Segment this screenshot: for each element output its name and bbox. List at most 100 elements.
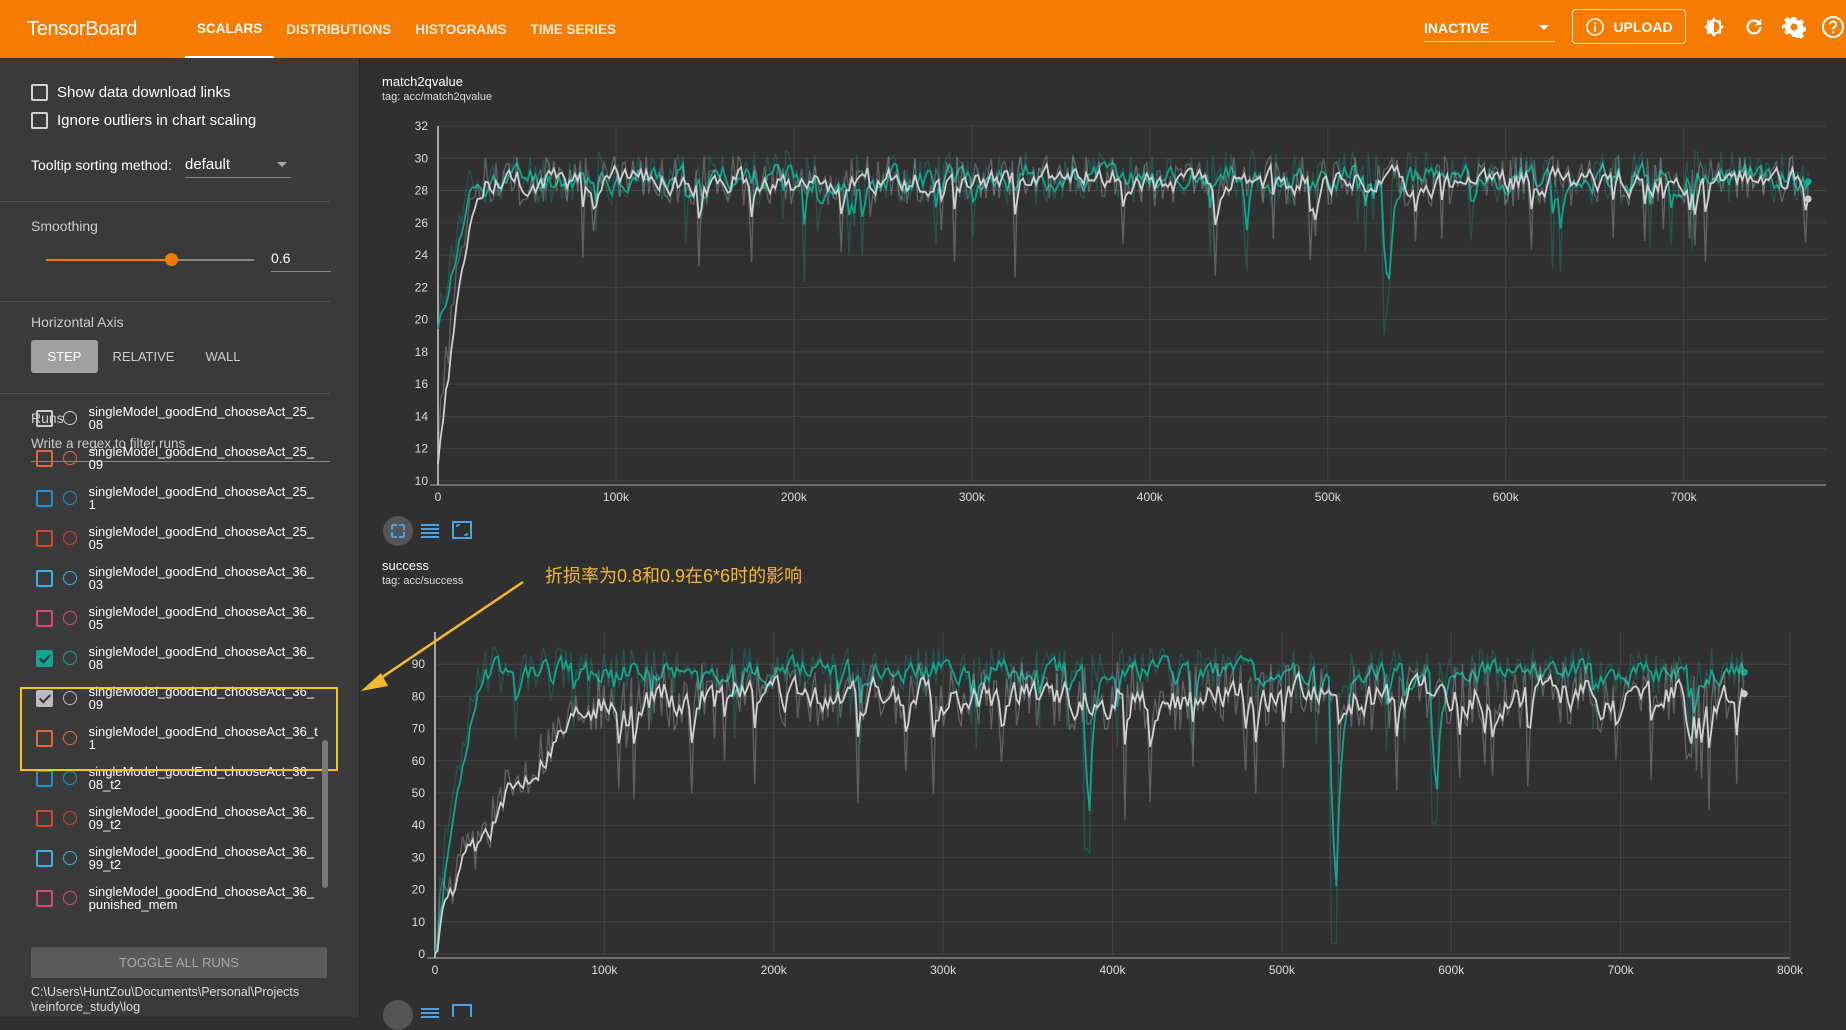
run-item[interactable]: singleModel_goodEnd_chooseAct_36_03	[20, 558, 320, 598]
runs-filter-input[interactable]: Write a regex to filter runs	[31, 436, 330, 462]
y-tick-label: 70	[412, 722, 426, 736]
run-color-picker[interactable]	[62, 731, 77, 745]
x-tick-label: 500k	[1315, 490, 1342, 504]
axis-step-button[interactable]: STEP	[31, 340, 98, 373]
run-item[interactable]: singleModel_goodEnd_chooseAct_36_05	[20, 598, 320, 638]
run-color-picker[interactable]	[62, 891, 77, 905]
run-checkbox[interactable]	[36, 689, 53, 707]
axis-relative-button[interactable]: RELATIVE	[112, 349, 175, 364]
expand-chart-icon[interactable]	[452, 1004, 472, 1022]
x-tick-label: 300k	[930, 963, 957, 977]
run-color-picker[interactable]	[62, 571, 77, 585]
run-checkbox[interactable]	[36, 649, 53, 667]
series-end-point	[1804, 178, 1812, 186]
run-checkbox[interactable]	[36, 769, 53, 787]
chart-tag: tag: acc/match2qvalue	[382, 91, 493, 103]
upload-button[interactable]: UPLOAD	[1572, 9, 1686, 44]
run-color-picker[interactable]	[62, 411, 77, 425]
y-tick-label: 10	[412, 915, 426, 929]
tooltip-sorting-select[interactable]: default	[185, 152, 291, 178]
run-color-picker[interactable]	[62, 491, 77, 505]
smoothing-slider-thumb[interactable]	[164, 253, 178, 266]
series-smoothed-line	[437, 161, 1810, 465]
run-checkbox[interactable]	[36, 809, 53, 827]
run-item[interactable]: singleModel_goodEnd_chooseAct_36_08	[20, 638, 320, 678]
annotation-arrow	[361, 580, 524, 691]
run-color-picker[interactable]	[62, 611, 77, 625]
y-tick-label: 14	[415, 409, 429, 423]
run-item[interactable]: singleModel_goodEnd_chooseAct_36_09_t2	[20, 798, 320, 838]
run-color-picker[interactable]	[62, 811, 77, 825]
run-name: singleModel_goodEnd_chooseAct_36_08	[88, 644, 315, 672]
x-tick-label: 400k	[1137, 490, 1164, 504]
runs-title: Runs	[31, 410, 64, 426]
x-tick-label: 100k	[591, 963, 618, 977]
run-checkbox[interactable]	[36, 889, 53, 907]
log-path-line: \reinforce_study\log	[31, 1000, 141, 1014]
run-color-picker[interactable]	[62, 451, 77, 465]
runs-scrollbar[interactable]	[322, 740, 328, 888]
ignore-outliers-checkbox[interactable]	[31, 112, 48, 129]
smoothing-slider[interactable]	[46, 253, 254, 266]
run-checkbox[interactable]	[36, 609, 53, 627]
run-checkbox[interactable]	[36, 569, 53, 587]
y-tick-label: 90	[412, 657, 426, 671]
settings-icon[interactable]	[1781, 14, 1807, 40]
run-item[interactable]: singleModel_goodEnd_chooseAct_36_99_t2	[20, 838, 320, 878]
run-item[interactable]: singleModel_goodEnd_chooseAct_36_08_t2	[20, 758, 320, 798]
y-tick-label: 12	[415, 442, 429, 456]
app-title: TensorBoard	[27, 17, 138, 40]
fit-domain-button[interactable]	[383, 1000, 413, 1030]
y-tick-label: 20	[415, 313, 429, 327]
run-color-picker[interactable]	[62, 651, 77, 665]
run-checkbox[interactable]	[36, 729, 53, 747]
plugin-status-select[interactable]: INACTIVE	[1424, 14, 1555, 42]
expand-chart-icon[interactable]	[452, 521, 472, 544]
run-color-picker[interactable]	[62, 771, 77, 785]
run-name: singleModel_goodEnd_chooseAct_36_99_t2	[88, 844, 315, 872]
tab-time-series[interactable]: TIME SERIES	[530, 21, 617, 37]
x-tick-label: 300k	[959, 490, 986, 504]
x-tick-label: 0	[435, 490, 442, 504]
ignore-outliers-option[interactable]: Ignore outliers in chart scaling	[31, 112, 256, 129]
run-item[interactable]: singleModel_goodEnd_chooseAct_25_08	[20, 405, 320, 438]
tab-histograms[interactable]: HISTOGRAMS	[415, 21, 507, 37]
series-end-point	[1740, 668, 1748, 676]
x-tick-label: 500k	[1269, 963, 1296, 977]
run-item[interactable]: singleModel_goodEnd_chooseAct_36_punishe…	[20, 878, 320, 918]
run-name: singleModel_goodEnd_chooseAct_25_09	[88, 444, 315, 472]
run-checkbox[interactable]	[36, 489, 53, 507]
run-checkbox[interactable]	[36, 849, 53, 867]
toggle-log-scale-icon[interactable]	[420, 1005, 440, 1023]
run-color-picker[interactable]	[62, 851, 77, 865]
run-checkbox[interactable]	[36, 409, 53, 427]
run-item[interactable]: singleModel_goodEnd_chooseAct_25_05	[20, 518, 320, 558]
run-checkbox[interactable]	[36, 529, 53, 547]
sidebar: Show data download links Ignore outliers…	[0, 58, 360, 1017]
run-checkbox[interactable]	[36, 449, 53, 467]
run-item[interactable]: singleModel_goodEnd_chooseAct_25_09	[20, 438, 320, 478]
show-download-links-checkbox[interactable]	[31, 84, 48, 101]
match2qvalue-chart[interactable]: 10 12 14 16 18 20 22 24 26 28 30 32 0 100k 200k 300k 400…	[370, 105, 1830, 525]
run-item[interactable]: singleModel_goodEnd_chooseAct_25_1	[20, 478, 320, 518]
success-chart[interactable]: 0 10 20 30 40 50 60 70 80 90 0 100k 200k 300k 400k 500k…	[370, 590, 1830, 1000]
y-tick-label: 16	[415, 377, 429, 391]
show-download-links-option[interactable]: Show data download links	[31, 84, 230, 101]
refresh-icon[interactable]	[1741, 14, 1767, 40]
axis-wall-button[interactable]: WALL	[205, 349, 241, 364]
fit-domain-button[interactable]	[383, 516, 413, 546]
y-tick-label: 60	[412, 754, 426, 768]
tab-distributions[interactable]: DISTRIBUTIONS	[286, 21, 392, 37]
toggle-log-scale-icon[interactable]	[420, 522, 440, 545]
y-tick-label: 18	[415, 345, 429, 359]
smoothing-value-input[interactable]: 0.6	[271, 244, 331, 272]
tab-scalars[interactable]: SCALARS	[185, 0, 275, 58]
help-icon[interactable]	[1820, 14, 1846, 40]
run-color-picker[interactable]	[62, 531, 77, 545]
brightness-icon[interactable]	[1701, 14, 1727, 40]
x-tick-label: 0	[432, 963, 439, 977]
run-color-picker[interactable]	[62, 691, 77, 705]
status-label: INACTIVE	[1424, 19, 1490, 36]
run-item[interactable]: singleModel_goodEnd_chooseAct_36_t1	[20, 718, 320, 758]
toggle-all-runs-button[interactable]: TOGGLE ALL RUNS	[31, 947, 327, 978]
